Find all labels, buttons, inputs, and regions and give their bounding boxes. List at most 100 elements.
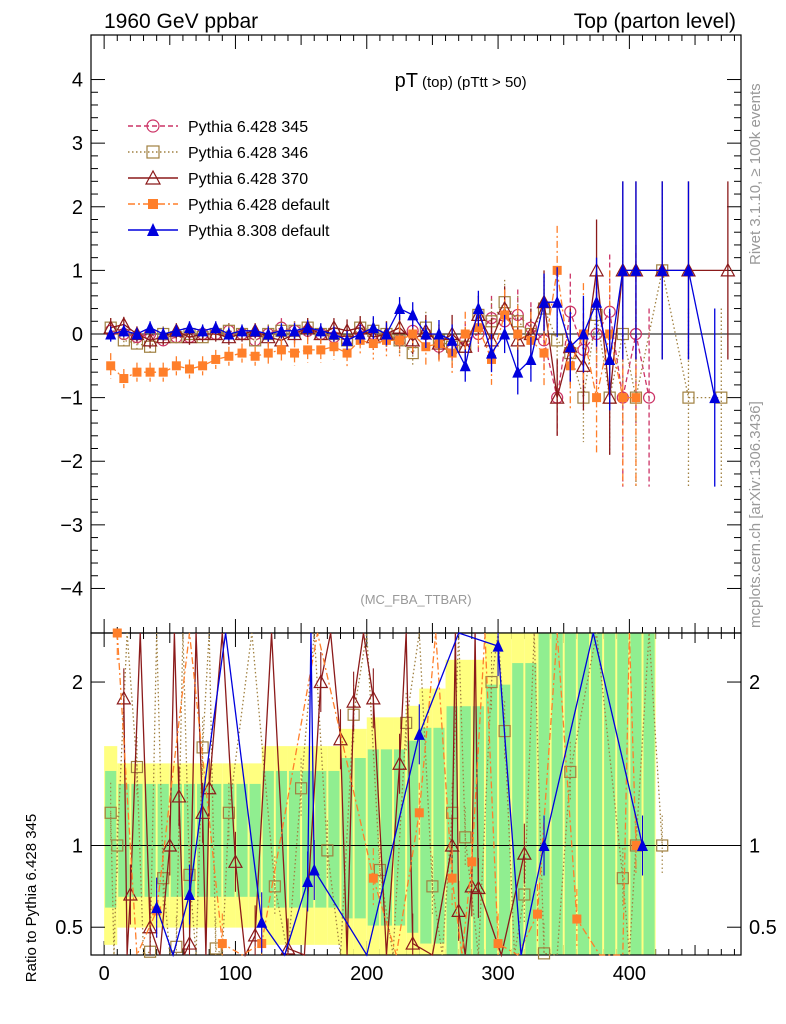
ratio-point [451,903,467,917]
series-point [341,333,353,346]
series-point [276,345,286,355]
legend-marker [147,223,159,236]
ratio-point [308,863,320,876]
ratio-point [564,765,577,779]
series-point [682,263,694,276]
series-point [473,323,483,333]
series-point [118,324,130,337]
xtick-label: 100 [219,963,252,985]
ratio-point [183,888,195,901]
series-point [105,327,117,340]
series-point [549,389,565,404]
ratio-band-green [144,783,156,897]
ratio-point [365,690,381,705]
ratio-point [470,880,486,895]
chart-title-sub: (top) (pTtt > 50) [422,74,527,91]
series-point [682,391,695,404]
ratio-plot: 2 2 1 1 0.5 0.5 0 100 200 300 400 [55,628,777,985]
series-point [208,326,224,341]
ratio-ytick-label-right: 2 [749,672,760,694]
series-point [157,327,169,340]
ratio-point [313,674,329,689]
ratio-band-green [604,633,616,955]
ratio-point [485,675,498,689]
ratio-point [447,873,457,883]
series-point [551,295,563,308]
ratio-point [104,806,117,819]
analysis-label: (MC_FBA_TTBAR) [360,592,471,607]
legend-label: Pythia 6.428 345 [188,119,308,136]
ratio-point [112,628,122,638]
ratio-point [538,838,550,851]
legend-entry: Pythia 6.428 default [128,197,330,214]
xtick-label: 400 [613,963,646,985]
series-point [408,329,418,339]
ratio-frame [90,632,742,956]
ratio-ytick-label: 2 [72,672,83,694]
ratio-point [151,901,163,914]
series-point [656,263,668,276]
series-point [119,374,129,384]
ratio-point [142,919,158,934]
ratio-band-green [512,663,524,955]
ratio-band-green [367,749,379,926]
ratio-point [400,716,413,729]
series-point [223,327,235,340]
series-point [183,321,195,334]
ratio-point [195,805,211,819]
ratio-point [209,942,222,955]
ratio-band-green [380,749,393,926]
ratio-point [181,935,197,950]
ratio-point [157,872,170,885]
series-point [224,351,234,361]
ratio-band-green [315,770,327,908]
ratio-band-green [485,684,498,955]
series-point [170,324,182,337]
series-point [392,319,408,334]
ratio-point [426,880,439,893]
series-line [110,270,722,399]
ratio-band-green [577,633,589,955]
ratio-point [332,731,349,746]
legend-entry: Pythia 8.308 default [128,223,330,240]
mcplots-label: mcplots.cern.ch [arXiv:1306.3436] [747,401,764,628]
legend: Pythia 6.428 345 Pythia 6.428 346 Pythia 6… [128,119,330,240]
ratio-point [392,756,408,770]
series-point [407,308,419,321]
ratio-band-green [249,783,261,897]
ratio-band-green [433,727,445,944]
ratio-point [217,939,227,949]
series-point [539,348,549,358]
ratio-point [116,690,132,705]
ratio-band-green [328,770,340,908]
ratio-band-green [262,770,274,908]
series-point [617,263,629,276]
main-ytick-label: 4 [72,70,83,92]
legend-entry: Pythia 6.428 345 [128,119,308,136]
ratio-band-green [354,758,366,919]
series-point [709,391,721,404]
xtick-label: 0 [99,963,110,985]
series-point [302,321,314,334]
xtick-label: 200 [350,963,383,985]
ratio-point [247,927,263,942]
ratio-point [616,872,629,885]
series-point [433,327,445,340]
ratio-band-green [183,783,196,897]
ratio-point [516,845,532,860]
ratio-point [346,693,362,708]
series-point [158,367,168,377]
legend-marker [146,119,160,133]
ratio-ytick-label-right: 1 [749,835,760,857]
ratio-point [414,808,424,818]
ratio-point [413,727,425,740]
legend-marker [144,169,162,185]
ratio-point [295,782,308,795]
series-point [525,352,537,365]
series-point [329,342,339,352]
series-point [604,352,616,365]
series-3 [106,225,641,487]
main-ytick-label: −2 [60,451,83,473]
ratio-band-green [118,783,130,897]
